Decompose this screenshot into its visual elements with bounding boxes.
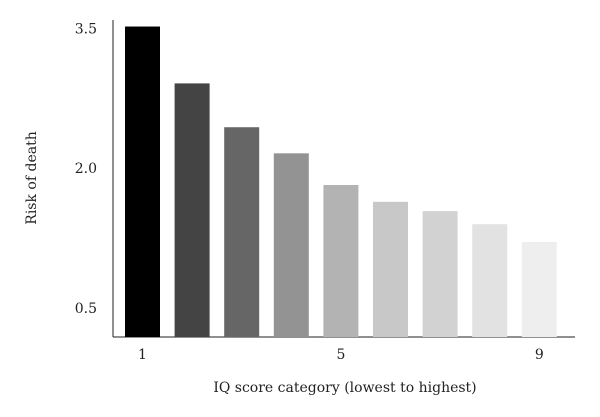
x-tick-label: 9 [535,347,544,363]
bar [273,153,309,337]
x-axis-title: IQ score category (lowest to highest) [213,380,476,396]
bar [224,127,260,338]
bar [373,201,408,337]
x-tick-label: 1 [138,347,147,363]
bar [521,241,557,337]
bar [422,211,458,337]
y-axis-title: Risk of death [24,131,40,224]
y-tick-label: 0.5 [75,301,97,317]
y-tick-label: 3.5 [75,21,97,37]
x-tick-label: 5 [336,347,345,363]
bar [472,224,508,337]
bar [174,83,210,338]
bar [323,185,359,337]
bar [125,26,160,338]
y-tick-label: 2.0 [75,161,97,177]
